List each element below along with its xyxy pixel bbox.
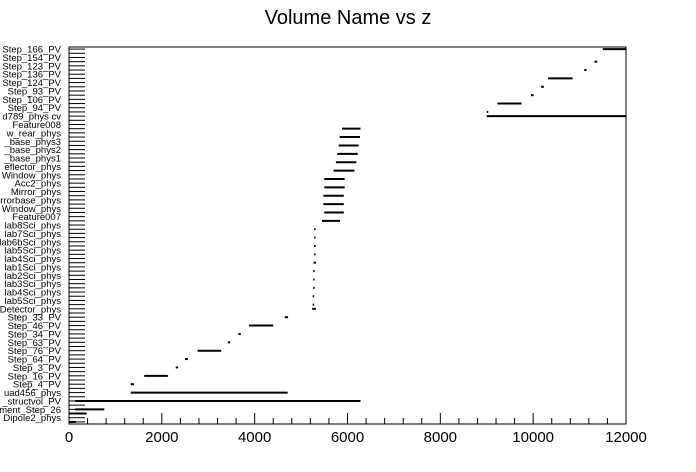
x-tick-label: 2000 bbox=[145, 429, 178, 446]
y-tick-label: Step_4_PV bbox=[13, 380, 62, 391]
y-tick-label: Feature007 bbox=[12, 212, 61, 223]
y-tick-label: Step_33_PV bbox=[8, 313, 62, 324]
y-tick-label: _base_phys2 bbox=[3, 145, 61, 156]
y-tick-label: lab6bSci_phys bbox=[0, 237, 61, 248]
plot-frame bbox=[68, 46, 627, 425]
y-tick-label: Feature008 bbox=[12, 120, 61, 131]
y-tick-label: Step_123_PV bbox=[2, 61, 61, 72]
y-tick-label: Mirror_phys bbox=[11, 187, 61, 198]
y-tick-label: lab4Sci_phys bbox=[4, 288, 61, 299]
y-tick-label: Step_93_PV bbox=[8, 86, 62, 97]
y-tick-label: lab4Sci_phys bbox=[4, 254, 61, 265]
y-tick-label: Step_46_PV bbox=[8, 321, 62, 332]
y-tick-label: Detector_phys bbox=[0, 304, 61, 315]
y-tick-label: Step_94_PV bbox=[8, 103, 62, 114]
y-tick-label: Window_phys bbox=[2, 170, 61, 181]
x-tick-label: 4000 bbox=[238, 429, 271, 446]
y-tick-label: eflector_phys bbox=[4, 162, 61, 173]
y-tick-label: lab8Sci_phys bbox=[4, 221, 61, 232]
x-tick-label: 6000 bbox=[331, 429, 364, 446]
y-tick-label: Step_124_PV bbox=[2, 78, 61, 89]
y-tick-label: lab2Sci_phys bbox=[4, 271, 61, 282]
y-tick-label: w_rear_phys bbox=[6, 128, 62, 139]
y-tick-label: Step_64_PV bbox=[8, 355, 62, 366]
y-tick-label: Step_76_PV bbox=[8, 346, 62, 357]
y-tick-label: Step_34_PV bbox=[8, 329, 62, 340]
y-tick-label: Window_phys bbox=[2, 204, 61, 215]
x-tick-label: 12000 bbox=[605, 429, 647, 446]
x-axis: 0 2000 4000 6000 8000 10000 12000 bbox=[65, 413, 647, 446]
y-tick-label: lab5Sci_phys bbox=[4, 296, 61, 307]
y-tick-label: Step_154_PV bbox=[2, 53, 61, 64]
y-tick-label: rrorbase_phys bbox=[0, 195, 61, 206]
y-tick-label: _structvol_PV bbox=[1, 396, 61, 407]
y-tick-label: d789_phys cv bbox=[2, 112, 61, 123]
y-tick-label: Step_63_PV bbox=[8, 338, 62, 349]
y-tick-label: lab3Sci_phys bbox=[4, 279, 61, 290]
y-tick-label: ment_Step_26 bbox=[0, 405, 61, 416]
y-tick-label: Acc2_phys bbox=[15, 179, 62, 190]
y-tick-label: Step_3_PV bbox=[13, 363, 62, 374]
y-tick-label: Step_136_PV bbox=[2, 70, 61, 81]
y-tick-label: lab7Sci_phys bbox=[4, 229, 61, 240]
x-tick-label: 0 bbox=[65, 429, 73, 446]
y-tick-label: Step_166_PV bbox=[2, 45, 61, 56]
x-tick-label: 8000 bbox=[424, 429, 457, 446]
y-tick-label: uad456_phys bbox=[4, 388, 61, 399]
y-tick-label: Dipole2_phys bbox=[3, 413, 61, 424]
y-tick-label: lab5Sci_phys bbox=[4, 246, 61, 257]
y-tick-label: lab1Sci_phys bbox=[4, 262, 61, 273]
y-tick-label: Step_16_PV bbox=[8, 371, 62, 382]
y-tick-label: _base_phys3 bbox=[3, 137, 61, 148]
y-tick-label: _base_phys1 bbox=[3, 154, 61, 165]
x-tick-label: 10000 bbox=[512, 429, 554, 446]
bars-layer bbox=[69, 48, 626, 423]
chart-title: Volume Name vs z bbox=[265, 7, 432, 29]
y-tick-label: Step_106_PV bbox=[2, 95, 61, 106]
y-axis-labels: Step_166_PVStep_154_PVStep_123_PVStep_13… bbox=[0, 45, 85, 424]
